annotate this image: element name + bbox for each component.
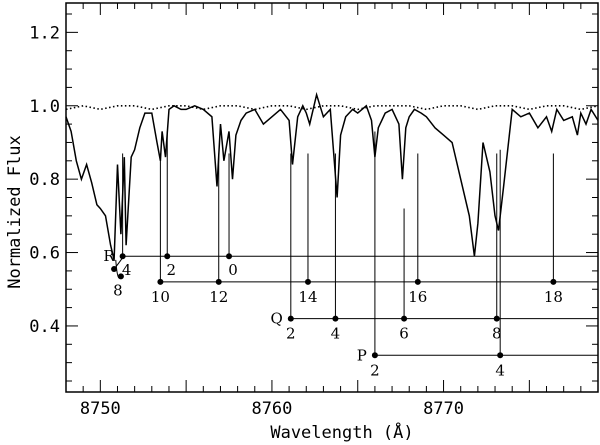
y-axis-label: Normalized Flux xyxy=(5,135,25,289)
line-dot xyxy=(157,278,164,285)
line-dot xyxy=(304,278,311,285)
line-label: 18 xyxy=(544,288,563,306)
x-tick-label: 8770 xyxy=(423,399,464,419)
branch-name: Q xyxy=(271,310,283,328)
line-label: 2 xyxy=(166,261,176,279)
line-label: 10 xyxy=(151,288,170,306)
line-dot xyxy=(226,253,233,260)
band-head-curve xyxy=(113,255,124,270)
x-tick-label: 8760 xyxy=(251,399,292,419)
telluric-series-line xyxy=(65,104,599,111)
line-label: 6 xyxy=(399,325,409,343)
axis-ticks xyxy=(65,3,599,392)
line-dot xyxy=(401,315,408,322)
line-label: 2 xyxy=(370,361,380,379)
line-label: 8 xyxy=(113,281,123,299)
line-dot xyxy=(332,315,339,322)
line-dot xyxy=(371,352,378,359)
line-label: 12 xyxy=(209,288,228,306)
y-tick-label: 0.6 xyxy=(29,244,60,264)
spectrum-series xyxy=(65,91,599,261)
line-label: 2 xyxy=(286,325,296,343)
line-dot xyxy=(287,315,294,322)
line-dot xyxy=(414,278,421,285)
line-dot xyxy=(493,315,500,322)
branch-name: P xyxy=(357,346,367,364)
observed-series-line xyxy=(65,91,599,261)
line-label: 0 xyxy=(228,261,238,279)
line-dot xyxy=(215,278,222,285)
y-tick-label: 0.4 xyxy=(29,317,60,337)
line-label: 4 xyxy=(331,325,341,343)
x-tick-label: 8750 xyxy=(80,399,121,419)
line-label: 16 xyxy=(408,288,427,306)
line-label: 4 xyxy=(122,261,132,279)
x-axis-label: Wavelength (Å) xyxy=(270,421,413,443)
line-dot xyxy=(164,253,171,260)
line-dot xyxy=(550,278,557,285)
y-tick-label: 1.0 xyxy=(29,97,60,117)
axis-tick-labels: 8750 8760 8770 0.4 0.6 0.8 1.0 1.2 xyxy=(29,23,464,419)
line-label: 4 xyxy=(495,361,505,379)
line-dot xyxy=(497,352,504,359)
band-head-curve xyxy=(115,259,122,279)
y-tick-label: 1.2 xyxy=(29,23,60,43)
line-label: 14 xyxy=(298,288,317,306)
line-label: 8 xyxy=(492,325,502,343)
y-tick-label: 0.8 xyxy=(29,170,60,190)
